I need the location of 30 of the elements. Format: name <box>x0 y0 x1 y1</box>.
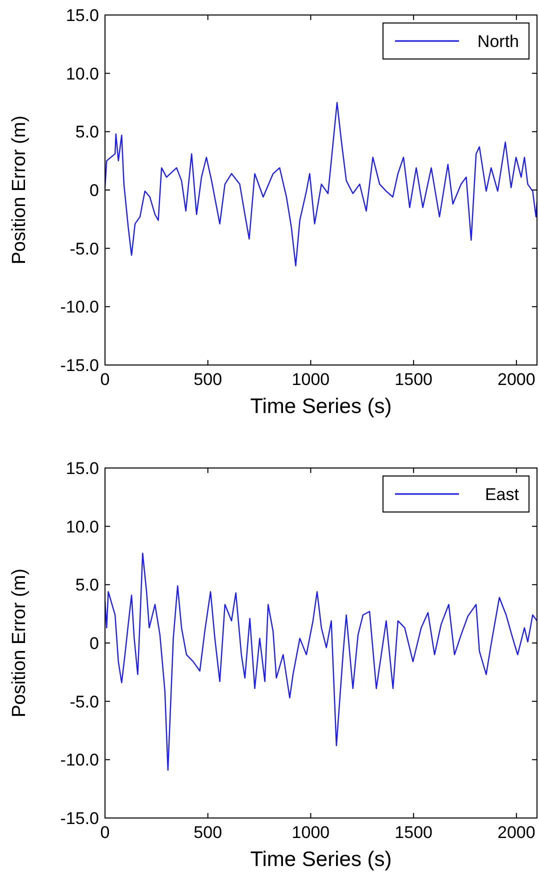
x-tick-label: 1000 <box>292 823 330 842</box>
y-axis-title: Position Error (m) <box>9 568 30 718</box>
x-tick-label: 1000 <box>292 370 330 389</box>
y-tick-label: 10.0 <box>66 517 99 536</box>
line-series <box>104 102 538 266</box>
y-tick-label: -5.0 <box>70 692 99 712</box>
x-tick-label: 1500 <box>394 823 432 842</box>
legend-label: East <box>484 485 520 504</box>
x-axis-title: Time Series (s) <box>250 395 392 418</box>
line-series <box>104 552 538 771</box>
y-tick-label: -5.0 <box>70 239 99 258</box>
y-tick-label: 5.0 <box>75 576 99 595</box>
y-axis-title: Position Error (m) <box>9 116 30 264</box>
x-tick-label: 2000 <box>498 823 536 842</box>
x-tick-label: 2000 <box>498 370 536 389</box>
y-tick-label: -10.0 <box>60 298 99 317</box>
y-tick-label: 0 <box>90 634 99 653</box>
y-tick-label: 15.0 <box>66 459 99 478</box>
y-tick-label: 5.0 <box>75 122 99 142</box>
x-tick-label: 1500 <box>394 370 432 389</box>
x-tick-label: 500 <box>194 823 222 842</box>
y-tick-label: 10.0 <box>66 64 99 84</box>
y-tick-label: -15.0 <box>60 809 99 828</box>
y-tick-label: 15.0 <box>66 6 99 25</box>
x-axis-title: Time Series (s) <box>250 848 392 871</box>
x-tick-label: 500 <box>194 370 222 389</box>
y-tick-label: -15.0 <box>60 356 99 375</box>
legend-label: North <box>477 32 519 51</box>
y-tick-label: 0 <box>90 181 99 200</box>
y-tick-label: -10.0 <box>60 750 99 770</box>
